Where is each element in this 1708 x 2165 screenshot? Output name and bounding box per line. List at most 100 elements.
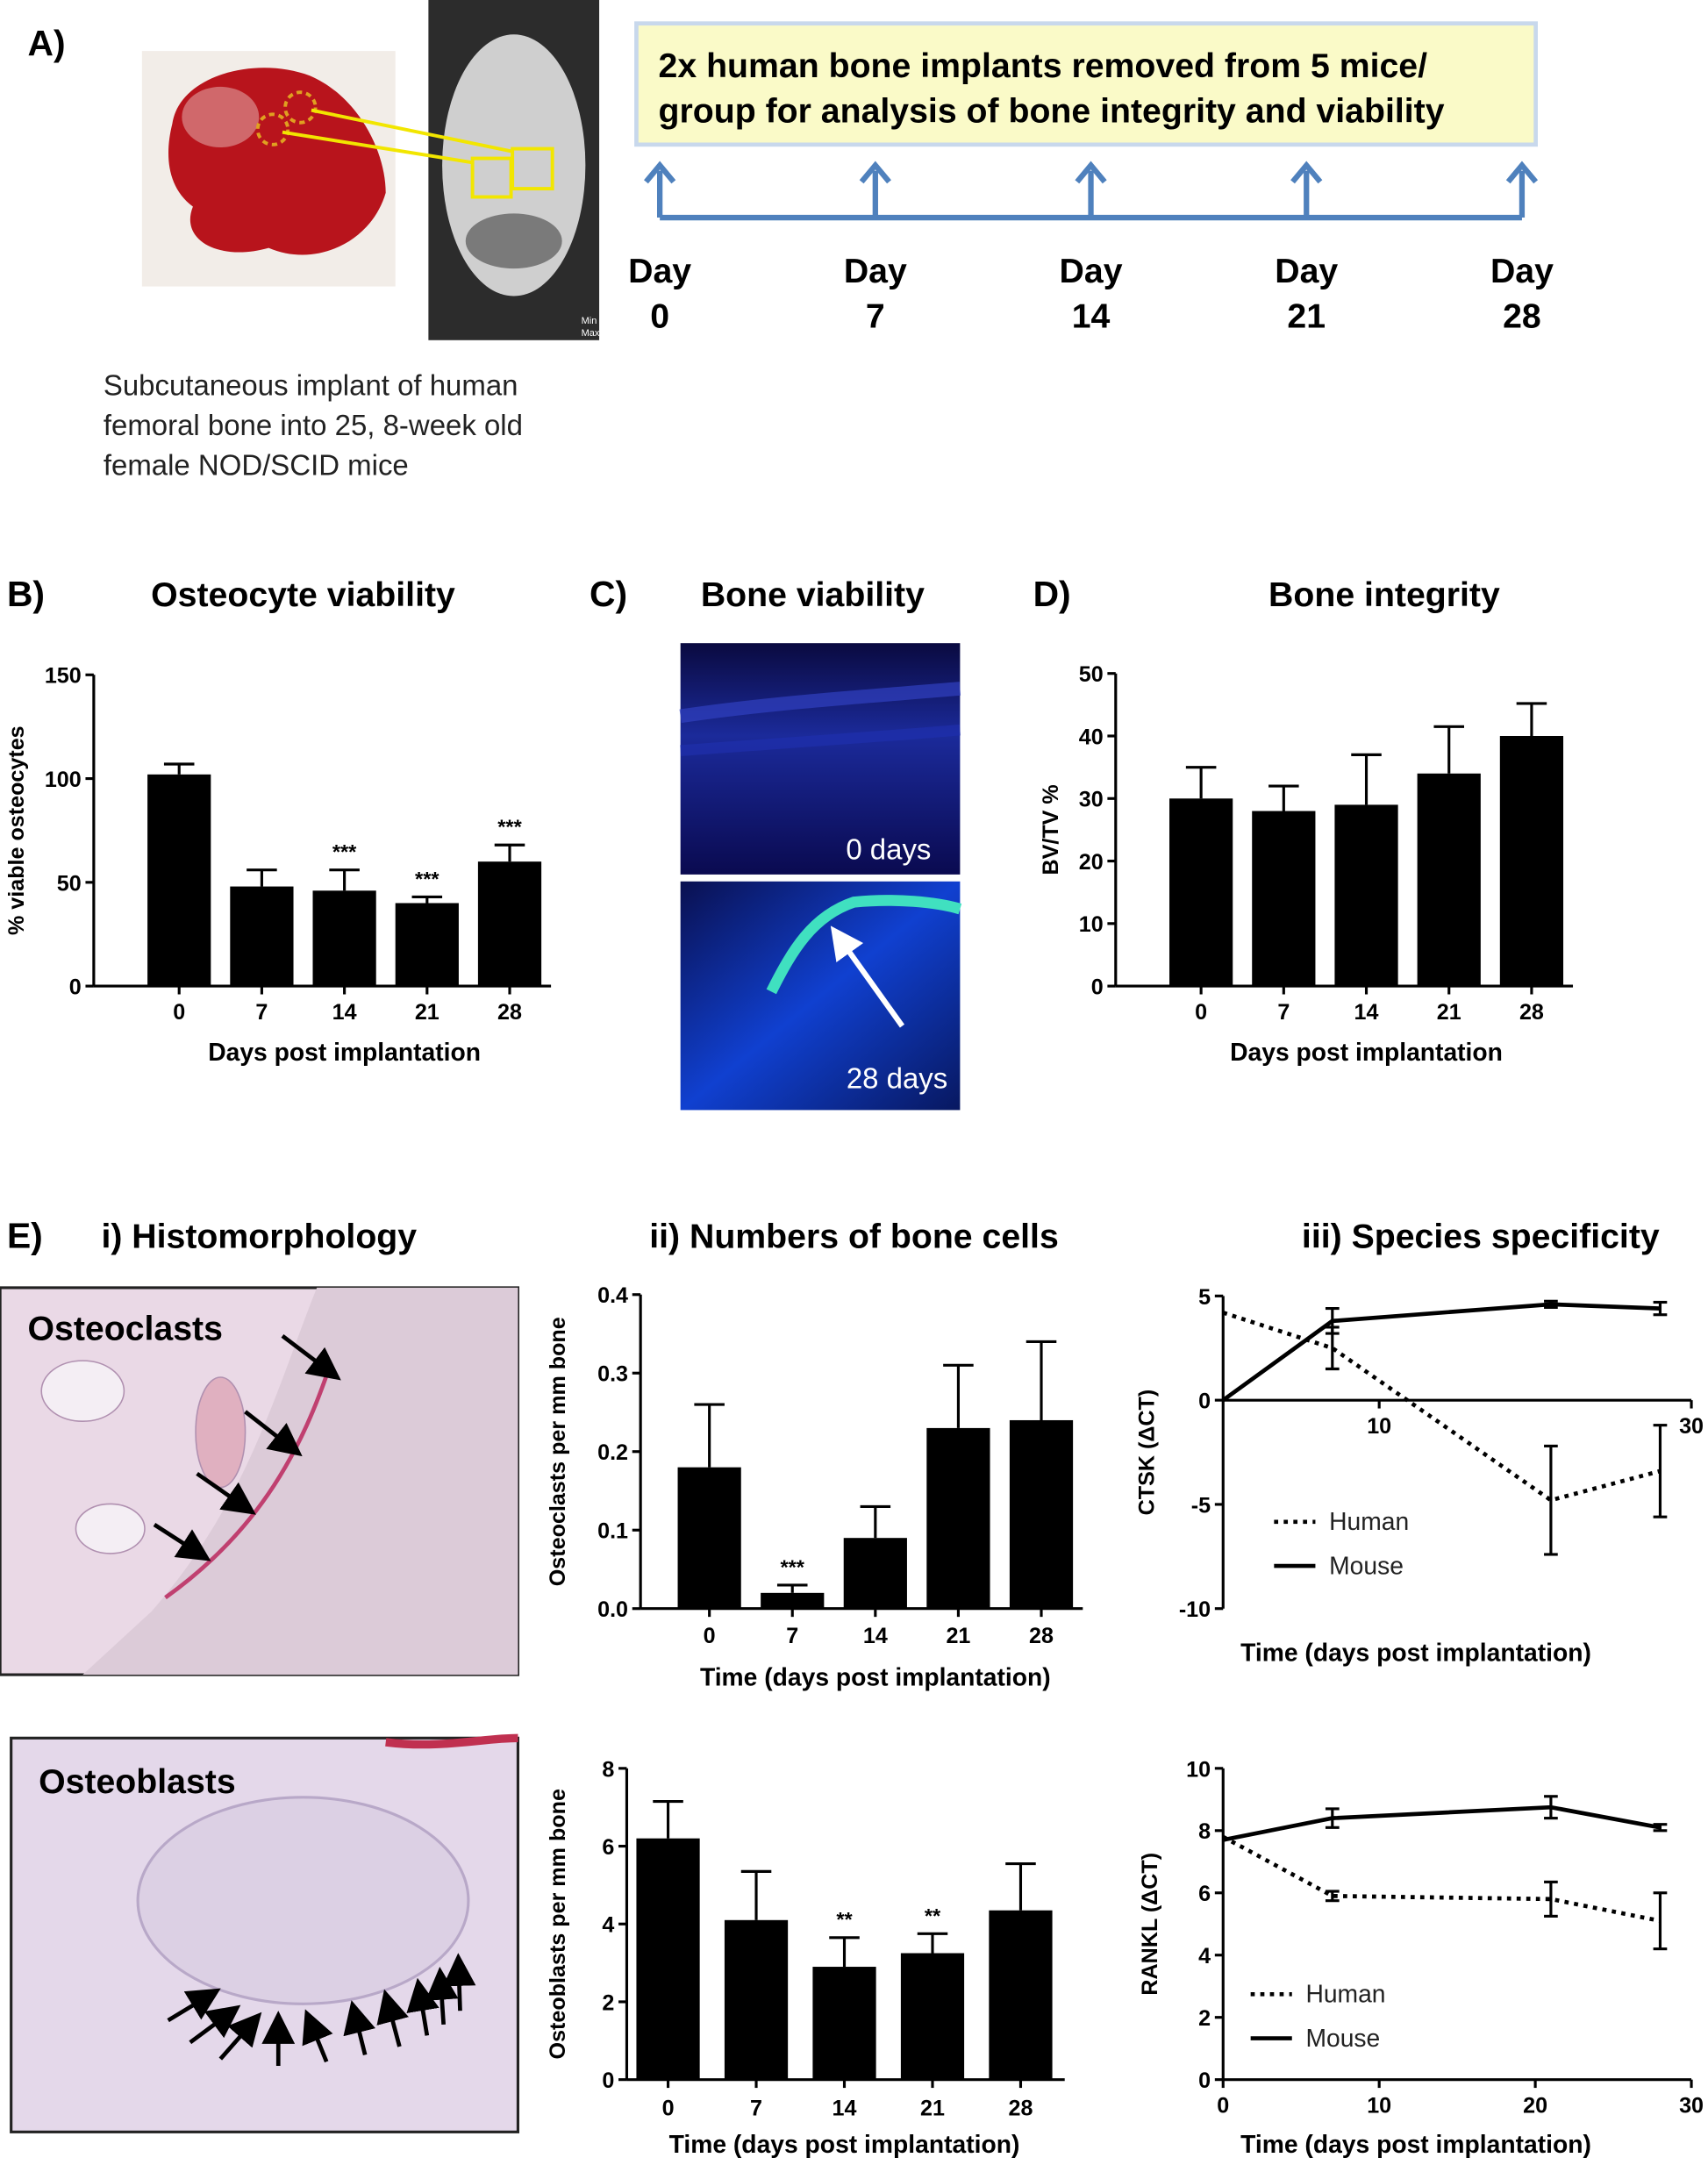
- significance: ***: [415, 868, 440, 890]
- bar: [1417, 773, 1481, 987]
- series-line: [1222, 1804, 1661, 1842]
- y-tick-label: 0.3: [597, 1362, 628, 1387]
- panel-label: D): [1033, 574, 1071, 614]
- bar: [636, 1838, 700, 2080]
- x-tick-label: 21: [415, 1000, 440, 1025]
- bar: [147, 774, 211, 987]
- y-axis-label: % viable osteocytes: [4, 725, 29, 935]
- bone-photo: [141, 51, 396, 287]
- x-tick-label: 7: [1277, 1000, 1290, 1025]
- bone-scan-images: 0 days 28 days: [679, 643, 962, 1111]
- error-bar: [163, 762, 195, 775]
- x-axis-label: Days post implantation: [1230, 1038, 1503, 1066]
- x-tick-label: 10: [1367, 2093, 1391, 2118]
- x-tick-label: 30: [1679, 1414, 1704, 1439]
- image-min: Min: [582, 316, 597, 326]
- day-number: 14: [1072, 297, 1111, 336]
- bar: [926, 1427, 990, 1609]
- series-line: [1222, 1311, 1662, 1503]
- bar: [761, 1592, 825, 1609]
- x-tick-label: 21: [946, 1624, 970, 1648]
- legend-label: Mouse: [1329, 1551, 1404, 1579]
- timeline-arrowhead: [644, 161, 676, 184]
- x-axis-label: Days post implantation: [208, 1038, 481, 1066]
- error-bar: [1544, 1880, 1558, 1918]
- bar: [677, 1467, 741, 1609]
- error-bar: [829, 1936, 860, 1968]
- x-tick-label: 7: [786, 1624, 798, 1648]
- y-tick-label: 0.1: [597, 1519, 628, 1544]
- bar: [230, 886, 294, 987]
- bar: [395, 903, 459, 987]
- y-tick-label: 50: [1079, 662, 1104, 687]
- caption: Subcutaneous implant of human femoral bon…: [104, 369, 523, 482]
- x-tick-label: 14: [332, 1000, 357, 1025]
- day-number: 7: [866, 297, 885, 336]
- x-tick-label: 0: [173, 1000, 185, 1025]
- significance: ***: [497, 816, 522, 839]
- x-tick-label: 7: [255, 1000, 268, 1025]
- x-tick-label: 28: [1008, 2096, 1033, 2120]
- y-tick-label: 2: [602, 1990, 614, 2015]
- x-axis-label: Time (days post implantation): [700, 1663, 1051, 1691]
- error-bar: [1325, 1890, 1340, 1903]
- series-line: [1221, 1302, 1661, 1403]
- y-axis-label: Osteoclasts per mm bone: [546, 1317, 570, 1586]
- y-tick-label: 100: [45, 768, 82, 792]
- panel-label: B): [7, 574, 45, 614]
- y-tick-label: 150: [45, 664, 82, 689]
- significance: **: [836, 1908, 853, 1931]
- error-bar: [776, 1583, 808, 1593]
- chart-title: Osteocyte viability: [151, 575, 455, 614]
- error-bar: [1325, 1807, 1340, 1829]
- bar: [843, 1538, 907, 1609]
- panel-label: A): [28, 23, 66, 63]
- bar: [1499, 735, 1564, 987]
- error-bar: [653, 1799, 683, 1839]
- y-axis-label: CTSK (ΔCT): [1135, 1390, 1160, 1516]
- x-tick-label: 20: [1523, 2093, 1547, 2118]
- bar: [812, 1967, 876, 2080]
- legend-label: Human: [1305, 1980, 1385, 2008]
- image-label: 0 days: [846, 833, 931, 866]
- day-word: Day: [628, 252, 691, 290]
- histology-images: Osteoclasts Osteoblasts: [0, 1286, 519, 2133]
- y-tick-label: 30: [1079, 788, 1104, 812]
- bar: [989, 1910, 1053, 2080]
- y-tick-label: 8: [602, 1757, 614, 1782]
- day-word: Day: [1490, 252, 1554, 290]
- y-tick-label: 10: [1079, 912, 1104, 937]
- caption-line: female NOD/SCID mice: [104, 449, 409, 482]
- y-tick-label: 0.2: [597, 1440, 628, 1465]
- x-tick-label: 14: [863, 1624, 888, 1648]
- image-max: Max: [582, 328, 600, 339]
- bar: [1334, 804, 1398, 987]
- x-tick-label: 28: [1519, 1000, 1544, 1025]
- significance: **: [925, 1904, 941, 1927]
- mouse-image: Min Max: [428, 0, 600, 340]
- y-tick-label: 8: [1198, 1819, 1211, 1844]
- y-axis-label: RANKL (ΔCT): [1138, 1853, 1162, 1996]
- error-bar: [860, 1504, 891, 1539]
- y-tick-label: 0.0: [597, 1597, 628, 1622]
- y-tick-label: 0: [1198, 1390, 1211, 1414]
- day-word: Day: [844, 252, 907, 290]
- timeline-box-text: group for analysis of bone integrity and…: [659, 92, 1445, 131]
- image-label: Osteoclasts: [28, 1310, 223, 1348]
- error-bar: [1351, 753, 1382, 805]
- y-tick-label: 0: [1091, 975, 1104, 1000]
- timeline-arrowhead: [1075, 161, 1107, 184]
- implant-markers: [255, 90, 513, 165]
- y-tick-label: 4: [602, 1913, 614, 1938]
- chart-title: Bone integrity: [1268, 575, 1500, 614]
- x-tick-label: 30: [1679, 2093, 1704, 2118]
- panel-label: C): [590, 574, 627, 614]
- x-tick-label: 28: [497, 1000, 522, 1025]
- x-tick-label: 0: [662, 2096, 675, 2120]
- y-tick-label: 40: [1079, 725, 1104, 749]
- y-tick-label: 6: [602, 1835, 614, 1860]
- error-bar: [694, 1403, 725, 1468]
- panel-label: E): [7, 1215, 43, 1255]
- error-bar: [1653, 1300, 1668, 1317]
